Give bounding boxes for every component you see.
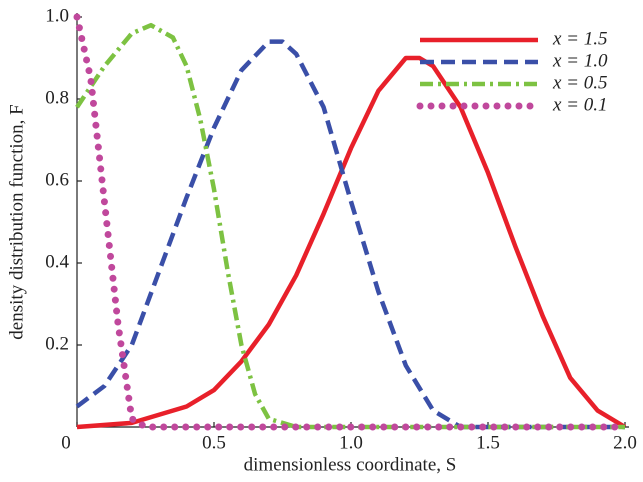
- legend-label: x = 0.1: [552, 94, 608, 115]
- x-tick-label: 1.0: [339, 432, 363, 453]
- series-line: [76, 55, 627, 430]
- y-axis-label: density distribution function, F: [6, 104, 27, 339]
- x-tick-label: 1.5: [476, 432, 500, 453]
- series-line: [75, 39, 625, 430]
- series-line: [75, 22, 625, 430]
- legend-label: x = 1.0: [552, 50, 608, 71]
- x-tick-label: 2.0: [613, 432, 637, 453]
- y-tick-label: 1.0: [45, 5, 69, 26]
- legend-label: x = 1.5: [552, 28, 608, 49]
- y-tick-label: 0.2: [45, 333, 69, 354]
- y-tick-label: 0.6: [45, 169, 69, 190]
- y-tick-label: 0.8: [45, 87, 69, 108]
- legend-label: x = 0.5: [552, 72, 608, 93]
- x-tick-label: 0: [61, 432, 71, 453]
- series-line: [73, 13, 629, 431]
- y-tick-label: 0.4: [45, 251, 69, 272]
- x-axis-label: dimensionless coordinate, S: [244, 454, 457, 475]
- x-tick-label: 0.5: [202, 432, 226, 453]
